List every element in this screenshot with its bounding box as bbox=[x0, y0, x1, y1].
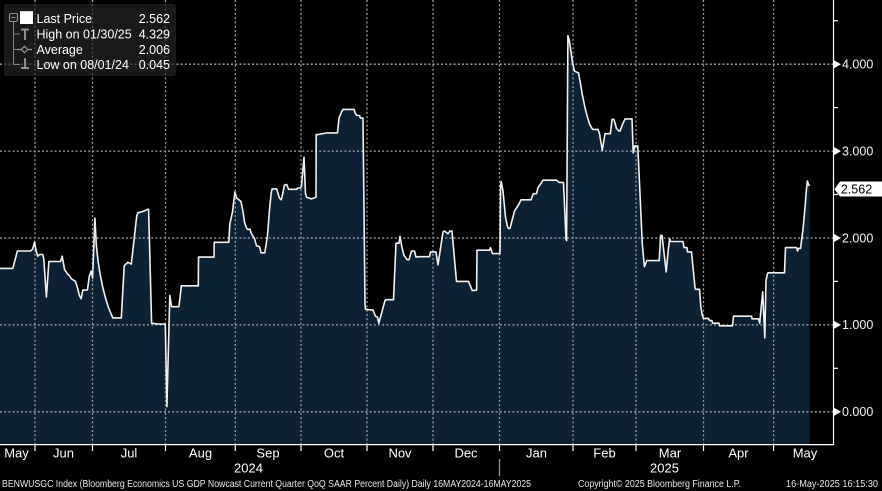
svg-text:Last Price: Last Price bbox=[37, 12, 93, 26]
svg-text:Dec: Dec bbox=[454, 446, 478, 461]
svg-text:Low on 08/01/24: Low on 08/01/24 bbox=[37, 58, 129, 72]
svg-text:Oct: Oct bbox=[324, 446, 345, 461]
svg-text:Jan: Jan bbox=[526, 446, 547, 461]
svg-text:Jul: Jul bbox=[121, 446, 138, 461]
svg-text:High on 01/30/25: High on 01/30/25 bbox=[37, 27, 132, 41]
svg-text:2.006: 2.006 bbox=[139, 43, 170, 57]
svg-text:4.329: 4.329 bbox=[139, 27, 170, 41]
svg-text:May: May bbox=[4, 446, 29, 461]
svg-text:1.000: 1.000 bbox=[842, 318, 873, 332]
svg-text:0.000: 0.000 bbox=[842, 405, 873, 419]
svg-text:4.000: 4.000 bbox=[842, 58, 873, 72]
svg-text:3.000: 3.000 bbox=[842, 144, 873, 158]
svg-text:2024: 2024 bbox=[234, 461, 263, 476]
svg-text:Copyright© 2025 Bloomberg Fina: Copyright© 2025 Bloomberg Finance L.P. bbox=[578, 479, 741, 490]
svg-text:Sep: Sep bbox=[256, 446, 279, 461]
svg-text:May: May bbox=[793, 446, 818, 461]
svg-text:Mar: Mar bbox=[659, 446, 682, 461]
svg-text:BENWUSGC Index (Bloomberg Econ: BENWUSGC Index (Bloomberg Economics US G… bbox=[2, 479, 531, 490]
svg-text:Aug: Aug bbox=[189, 446, 212, 461]
svg-text:2.000: 2.000 bbox=[842, 231, 873, 245]
svg-text:2.562: 2.562 bbox=[139, 12, 170, 26]
svg-text:Nov: Nov bbox=[388, 446, 412, 461]
svg-text:Jun: Jun bbox=[53, 446, 74, 461]
svg-text:2025: 2025 bbox=[650, 461, 679, 476]
svg-text:0.045: 0.045 bbox=[139, 58, 170, 72]
svg-text:Feb: Feb bbox=[593, 446, 615, 461]
svg-text:Average: Average bbox=[37, 43, 83, 57]
svg-text:16-May-2025 16:15:30: 16-May-2025 16:15:30 bbox=[786, 479, 878, 490]
svg-text:Apr: Apr bbox=[728, 446, 749, 461]
svg-text:2.562: 2.562 bbox=[841, 183, 872, 197]
